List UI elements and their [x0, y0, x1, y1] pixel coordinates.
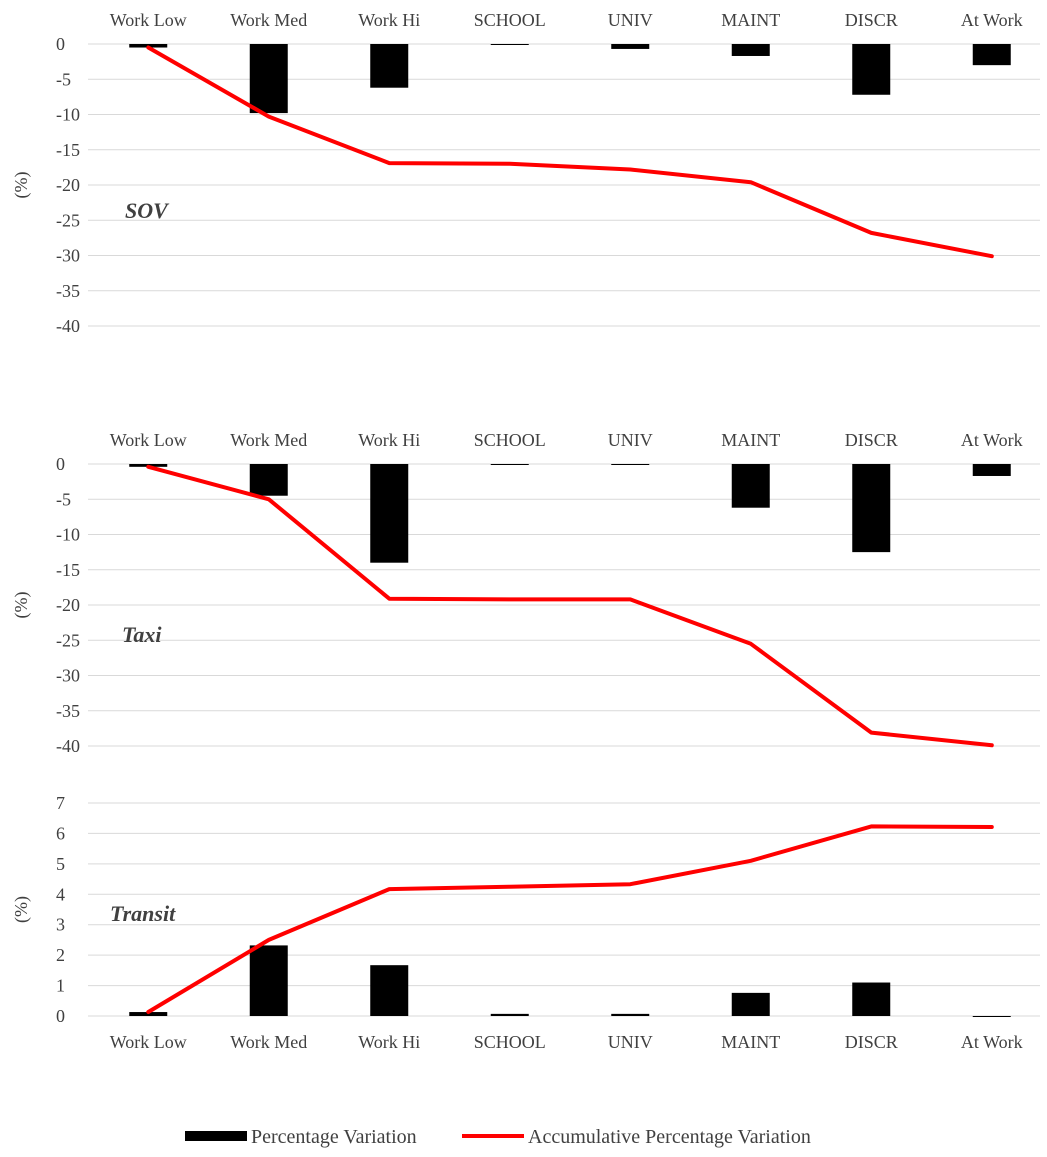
sov-category-school: SCHOOL [474, 10, 546, 30]
sov-ytick-label: -30 [56, 246, 80, 266]
taxi-ytick-label: -10 [56, 525, 80, 545]
transit-category-school: SCHOOL [474, 1032, 546, 1052]
taxi-category-work-low: Work Low [110, 430, 187, 450]
taxi-ytick-label: -30 [56, 666, 80, 686]
taxi-ylabel: (%) [11, 592, 32, 619]
chart-sov: 0 -5 -10 -15 -20 -25 -30 -35 -40 (%) SOV Work Low Wo… [11, 10, 1040, 336]
sov-accumulative-line [146, 45, 994, 259]
transit-bar-discr [852, 982, 891, 1016]
sov-bar-at-work [972, 44, 1011, 66]
transit-category-univ: UNIV [608, 1032, 653, 1052]
transit-panel-label: Transit [110, 901, 176, 926]
taxi-ytick-label: 0 [56, 454, 65, 474]
taxi-category-discr: DISCR [845, 430, 898, 450]
transit-ytick-label: 2 [56, 945, 65, 965]
chart-taxi: 0 -5 -10 -15 -20 -25 -30 -35 -40 (%) Taxi Work Low W… [11, 430, 1040, 756]
taxi-bar-at-work [972, 464, 1011, 476]
taxi-ytick-label: -15 [56, 560, 80, 580]
transit-accumulative-line [146, 824, 994, 1014]
transit-bar-at-work [972, 1016, 1011, 1017]
transit-bar-univ [611, 1013, 650, 1016]
sov-category-maint: MAINT [721, 10, 780, 30]
taxi-bar-univ [611, 464, 650, 465]
sov-ytick-label: -10 [56, 105, 80, 125]
transit-ytick-label: 0 [56, 1006, 65, 1026]
sov-bar-discr [852, 44, 891, 95]
sov-ytick-label: -35 [56, 281, 80, 301]
sov-bar-work-med [249, 44, 288, 114]
legend-label-accumulative-percentage-variation: Accumulative Percentage Variation [528, 1126, 811, 1148]
transit-category-at-work: At Work [961, 1032, 1023, 1052]
legend-swatch-percentage-variation [185, 1131, 247, 1141]
legend-label-percentage-variation: Percentage Variation [251, 1126, 417, 1148]
sov-panel-label: SOV [125, 198, 170, 223]
transit-category-work-hi: Work Hi [358, 1032, 420, 1052]
sov-bar-school [490, 44, 529, 45]
sov-category-at-work: At Work [961, 10, 1023, 30]
transit-category-work-med: Work Med [230, 1032, 307, 1052]
sov-ytick-label: -20 [56, 175, 80, 195]
transit-category-maint: MAINT [721, 1032, 780, 1052]
taxi-category-at-work: At Work [961, 430, 1023, 450]
sov-category-discr: DISCR [845, 10, 898, 30]
transit-ytick-label: 6 [56, 823, 65, 843]
transit-ytick-label: 1 [56, 976, 65, 996]
sov-ytick-label: -5 [56, 69, 71, 89]
sov-category-work-low: Work Low [110, 10, 187, 30]
transit-ytick-label: 5 [56, 854, 65, 874]
taxi-accumulative-line [146, 464, 994, 748]
sov-ytick-label: -40 [56, 316, 80, 336]
transit-ytick-label: 4 [56, 884, 65, 904]
taxi-ytick-label: -20 [56, 595, 80, 615]
transit-bar-maint [731, 992, 770, 1016]
chart-transit: 7 6 5 4 3 2 1 0 (%) Transit Work Low Work Med Work H… [11, 793, 1040, 1052]
taxi-bar-discr [852, 464, 891, 553]
taxi-ytick-label: -35 [56, 701, 80, 721]
taxi-category-school: SCHOOL [474, 430, 546, 450]
transit-bar-work-med [249, 945, 288, 1016]
sov-category-univ: UNIV [608, 10, 653, 30]
legend: Percentage Variation Accumulative Percen… [185, 1126, 811, 1148]
taxi-bar-work-med [249, 464, 288, 496]
sov-ytick-label: -25 [56, 210, 80, 230]
transit-ylabel: (%) [11, 896, 32, 923]
sov-bar-maint [731, 44, 770, 56]
transit-category-discr: DISCR [845, 1032, 898, 1052]
taxi-bar-work-hi [370, 464, 409, 563]
sov-category-work-hi: Work Hi [358, 10, 420, 30]
sov-bar-univ [611, 44, 650, 49]
sov-ylabel: (%) [11, 172, 32, 199]
taxi-bar-school [490, 464, 529, 465]
sov-category-work-med: Work Med [230, 10, 307, 30]
taxi-ytick-label: -40 [56, 736, 80, 756]
sov-bar-work-hi [370, 44, 409, 88]
sov-ytick-label: -15 [56, 140, 80, 160]
taxi-bar-maint [731, 464, 770, 508]
transit-category-work-low: Work Low [110, 1032, 187, 1052]
transit-ytick-label: 7 [56, 793, 65, 813]
taxi-category-work-med: Work Med [230, 430, 307, 450]
taxi-ytick-label: -5 [56, 489, 71, 509]
transit-bar-work-low [129, 1012, 168, 1016]
taxi-category-univ: UNIV [608, 430, 653, 450]
taxi-ytick-label: -25 [56, 630, 80, 650]
taxi-category-work-hi: Work Hi [358, 430, 420, 450]
transit-bar-school [490, 1013, 529, 1016]
taxi-category-maint: MAINT [721, 430, 780, 450]
transit-bar-work-hi [370, 965, 409, 1016]
sov-ytick-label: 0 [56, 34, 65, 54]
taxi-panel-label: Taxi [122, 622, 162, 647]
transit-ytick-label: 3 [56, 915, 65, 935]
